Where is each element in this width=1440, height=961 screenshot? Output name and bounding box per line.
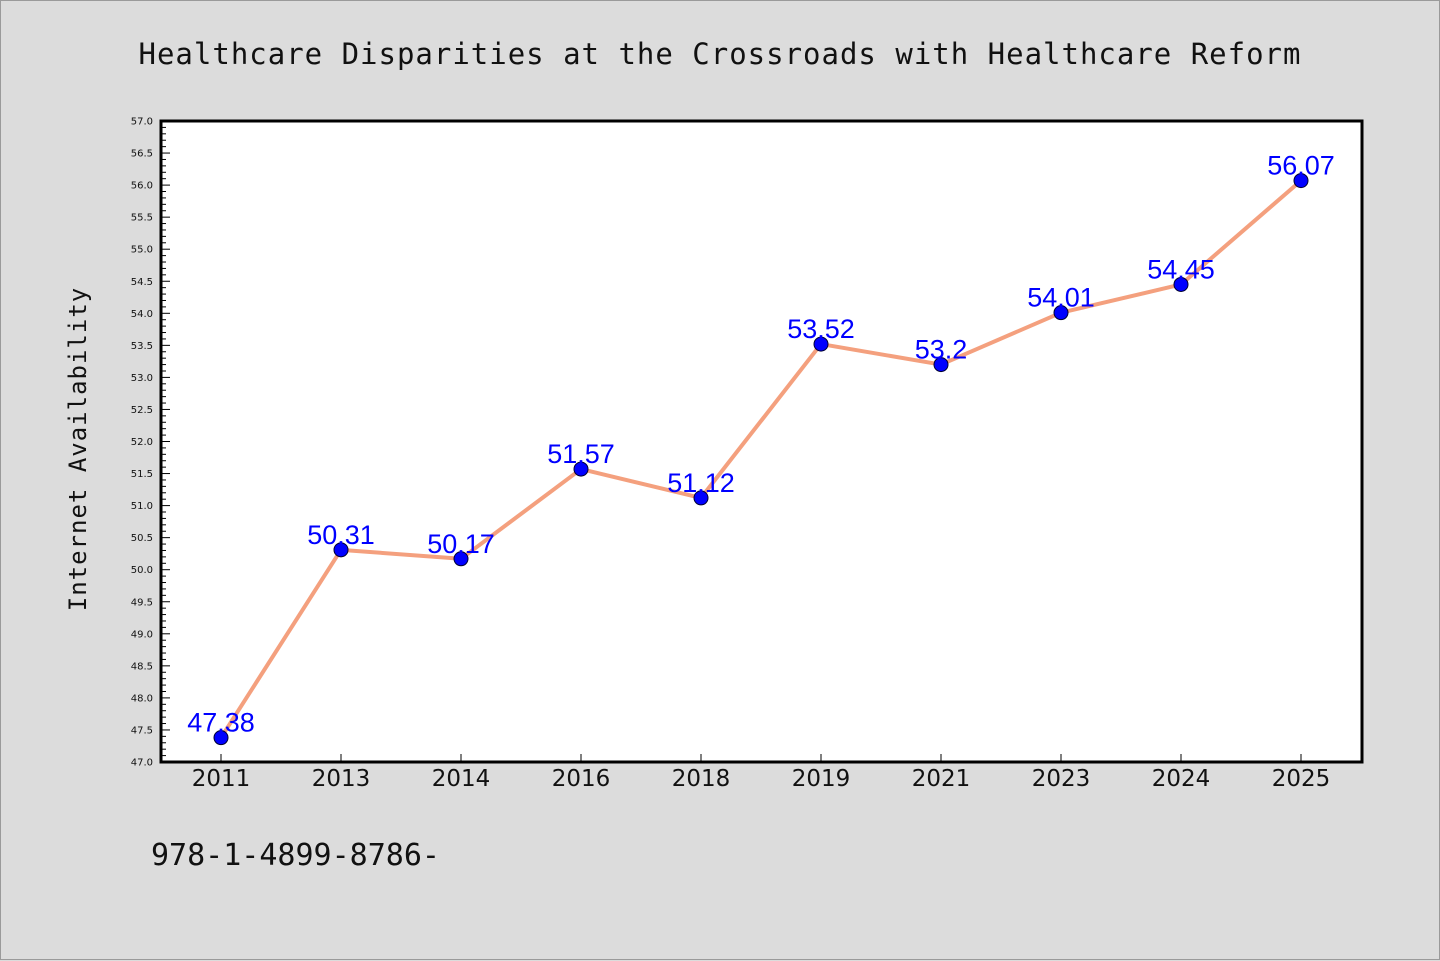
y-tick-label: 57.0 — [131, 117, 153, 128]
data-point — [333, 542, 349, 558]
y-tick-label: 51.0 — [131, 501, 153, 512]
y-tick-label: 52.0 — [131, 437, 153, 448]
data-label: 54.45 — [1147, 254, 1215, 284]
y-tick-label: 56.0 — [131, 181, 153, 192]
y-tick-label: 54.0 — [131, 309, 153, 320]
y-tick-label: 55.0 — [131, 245, 153, 256]
x-tick-label: 2016 — [552, 766, 611, 792]
data-label: 53.2 — [915, 335, 968, 365]
y-tick-label: 49.0 — [131, 629, 153, 640]
y-tick-label: 47.0 — [131, 758, 153, 769]
data-label: 54.01 — [1027, 283, 1095, 313]
data-point — [213, 730, 229, 746]
data-label: 47.38 — [187, 708, 255, 738]
x-tick-label: 2023 — [1032, 766, 1091, 792]
data-label: 50.31 — [307, 520, 375, 550]
data-label: 53.52 — [787, 314, 855, 344]
chart-title: Healthcare Disparities at the Crossroads… — [139, 37, 1302, 71]
data-point — [1293, 173, 1309, 189]
data-point — [573, 461, 589, 477]
plot-area — [159, 119, 1364, 764]
data-point — [1173, 276, 1189, 292]
data-point — [453, 551, 469, 567]
data-label: 51.12 — [667, 468, 735, 498]
x-tick-label: 2013 — [312, 766, 371, 792]
data-point — [1053, 305, 1069, 321]
x-tick-label: 2014 — [432, 766, 491, 792]
series-line — [219, 179, 1303, 739]
y-tick-label: 52.5 — [131, 405, 153, 416]
y-tick-label: 48.5 — [131, 661, 153, 672]
y-tick-label: 48.0 — [131, 693, 153, 704]
y-tick-label: 49.5 — [131, 597, 153, 608]
y-tick-label: 54.5 — [131, 277, 153, 288]
y-axis-label: Internet Availability — [64, 287, 92, 611]
x-axis: 2011 2013 2014 2016 2018 2019 2021 2023 2024 2025 — [192, 754, 1331, 792]
y-tick-label: 51.5 — [131, 469, 153, 480]
x-tick-label: 2011 — [192, 766, 251, 792]
y-tick-label: 50.0 — [131, 565, 153, 576]
y-tick-label: 53.0 — [131, 373, 153, 384]
data-label: 51.57 — [547, 439, 615, 469]
series-layer: 47.38 50.31 50.17 51.57 51.12 53.52 53.2 54.01 5… — [187, 151, 1335, 746]
x-tick-label: 2021 — [912, 766, 971, 792]
data-point — [693, 490, 709, 506]
footer-text: 978-1-4899-8786- — [151, 838, 440, 873]
y-tick-label: 53.5 — [131, 341, 153, 352]
x-tick-label: 2024 — [1152, 766, 1211, 792]
data-label: 50.17 — [427, 529, 495, 559]
y-tick-label: 55.5 — [131, 213, 153, 224]
x-tick-label: 2019 — [792, 766, 851, 792]
data-point — [813, 336, 829, 352]
y-tick-label: 50.5 — [131, 533, 153, 544]
y-tick-label: 56.5 — [131, 149, 153, 160]
y-axis: 47.0 47.5 48.0 48.5 49.0 49.5 50.0 50.5 51.0 51.5… — [131, 117, 170, 769]
data-point — [933, 357, 949, 373]
y-tick-label: 47.5 — [131, 725, 153, 736]
x-tick-label: 2025 — [1272, 766, 1331, 792]
x-tick-label: 2018 — [672, 766, 731, 792]
data-label: 56.07 — [1267, 151, 1335, 181]
